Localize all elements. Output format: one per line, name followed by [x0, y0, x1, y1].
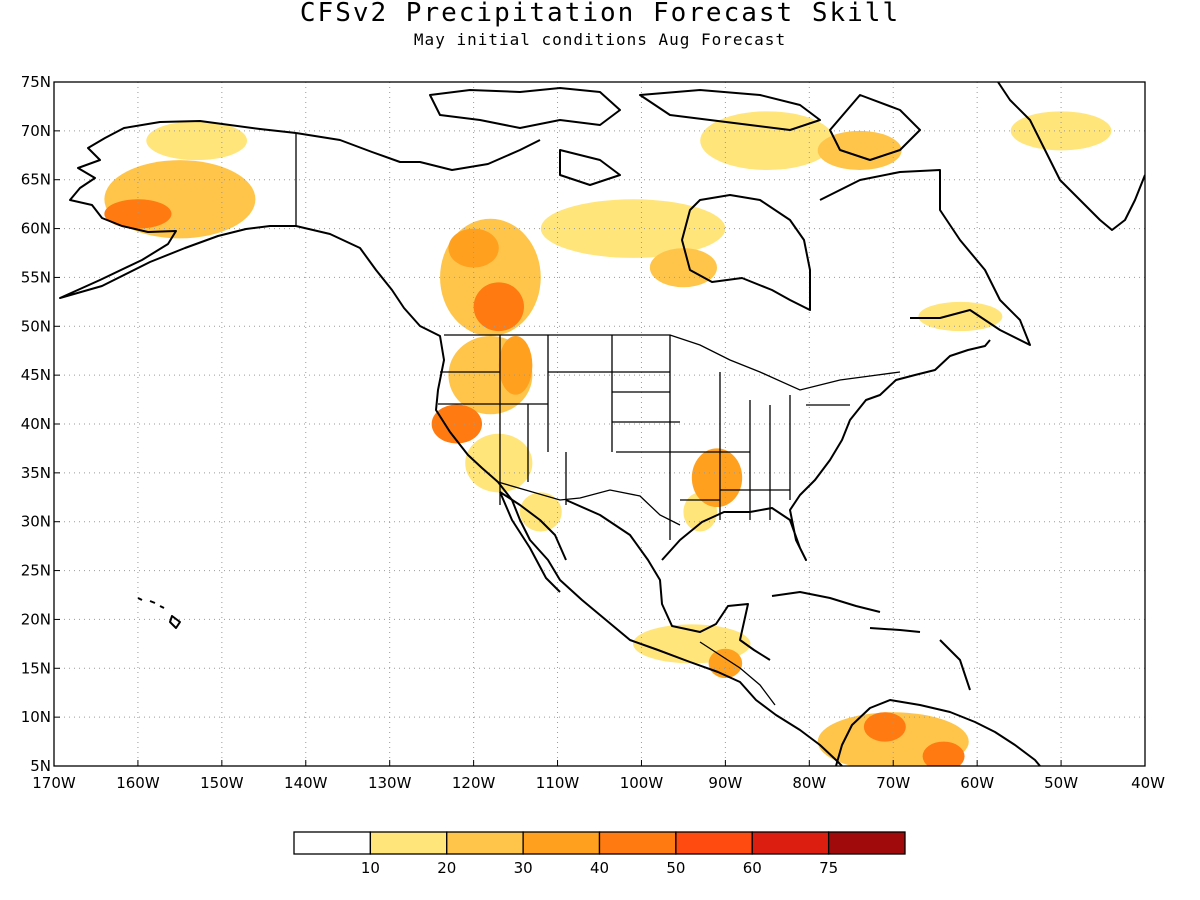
skill-region: [1010, 111, 1112, 151]
caribbean-islands: [771, 591, 971, 691]
lat-label: 60N: [21, 220, 51, 238]
lon-label: 130W: [368, 774, 412, 792]
central-america-borders: [699, 641, 776, 706]
lon-label: 80W: [792, 774, 826, 792]
skill-region: [104, 199, 172, 229]
skill-region: [691, 448, 743, 508]
longitude-labels: 170W 160W 150W 140W 130W 120W 110W 100W 90W 80W 70…: [32, 760, 1165, 792]
lat-label: 30N: [21, 513, 51, 531]
greenland-coast: [997, 82, 1145, 231]
colorbar-swatch: [446, 831, 524, 855]
grid-lines: [54, 82, 1145, 766]
lat-label: 10N: [21, 708, 51, 726]
south-america-coast: [835, 699, 1041, 766]
lon-label: 100W: [620, 774, 664, 792]
arctic-islands: [429, 87, 921, 186]
lat-label: 25N: [21, 562, 51, 580]
lat-label: 20N: [21, 610, 51, 628]
lon-label: 120W: [452, 774, 496, 792]
colorbar-swatch: [751, 831, 830, 855]
hudson-bay-coast: [681, 194, 811, 311]
skill-region: [918, 301, 1003, 332]
latitude-labels: 5N 10N 15N 20N 25N 30N 35N 40N 45N 50N 55N 60N 65N 70…: [21, 73, 60, 775]
lon-label: 70W: [876, 774, 910, 792]
map-title: CFSv2 Precipitation Forecast Skill: [299, 0, 901, 28]
west-coast: [295, 132, 843, 766]
map-subtitle: May initial conditions Aug Forecast: [413, 30, 787, 49]
skill-region: [863, 712, 906, 742]
colorbar-label: 50: [666, 859, 685, 877]
skill-region: [922, 741, 965, 766]
colorbar-swatch: [827, 831, 906, 855]
baja-coast: [499, 491, 567, 593]
skill-region: [498, 336, 533, 395]
skill-region: [519, 492, 562, 532]
skill-region: [700, 111, 835, 170]
colorbar-swatch: [675, 831, 753, 855]
skill-region: [817, 130, 902, 170]
lon-label: 140W: [284, 774, 328, 792]
colorbar-swatch: [369, 831, 448, 855]
lat-label: 35N: [21, 464, 51, 482]
lon-label: 60W: [960, 774, 994, 792]
alaska-coast: [59, 120, 297, 299]
skill-region: [146, 121, 248, 161]
colorbar-swatch: [522, 831, 601, 855]
colorbar-label: 40: [590, 859, 609, 877]
lon-label: 110W: [536, 774, 580, 792]
skill-region: [431, 404, 483, 444]
colorbar-swatch: [293, 831, 372, 855]
lat-label: 65N: [21, 171, 51, 189]
colorbar-label: 20: [437, 859, 456, 877]
state-borders: [438, 335, 850, 540]
labrador-coast: [819, 169, 1031, 346]
lat-label: 70N: [21, 122, 51, 140]
political-borders: [295, 133, 901, 706]
lon-label: 50W: [1044, 774, 1078, 792]
colorbar-label: 75: [819, 859, 838, 877]
us-mexico-border: [497, 481, 681, 526]
skill-region: [448, 228, 499, 268]
lon-label: 90W: [708, 774, 742, 792]
lat-label: 45N: [21, 366, 51, 384]
lon-label: 40W: [1131, 774, 1165, 792]
lat-label: 5N: [30, 757, 51, 775]
lat-label: 55N: [21, 268, 51, 286]
colorbar-label: 60: [743, 859, 762, 877]
lon-label: 170W: [32, 774, 76, 792]
colorbar: 10 20 30 40 50 60 75: [293, 831, 906, 877]
lat-label: 50N: [21, 317, 51, 335]
skill-region: [649, 248, 717, 288]
colorbar-label: 30: [514, 859, 533, 877]
skill-region: [473, 282, 524, 332]
lat-label: 40N: [21, 415, 51, 433]
lon-label: 150W: [200, 774, 244, 792]
us-canada-border: [444, 334, 901, 391]
colorbar-label: 10: [361, 859, 380, 877]
colorbar-swatch: [598, 831, 677, 855]
lon-label: 160W: [116, 774, 160, 792]
coastlines: [59, 82, 1145, 766]
skill-region: [465, 433, 533, 493]
hawaii-islands: [137, 597, 181, 629]
skill-region: [540, 199, 726, 258]
lat-label: 15N: [21, 659, 51, 677]
skill-region: [708, 648, 743, 679]
lat-label: 75N: [21, 73, 51, 91]
